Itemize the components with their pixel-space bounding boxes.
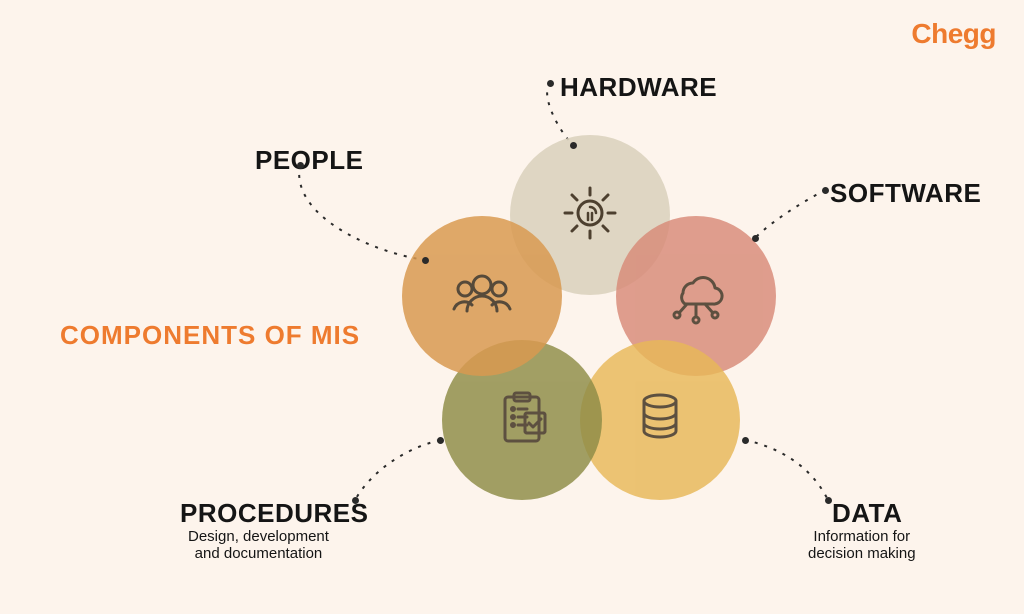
data-connector-dot-0 bbox=[742, 437, 749, 444]
software-connector-dot-0 bbox=[822, 187, 829, 194]
clipboard-icon bbox=[487, 383, 557, 458]
data-connector bbox=[745, 440, 828, 500]
diagram-canvas: Chegg COMPONENTS OF MIS HARDWARESOFTWARE… bbox=[0, 0, 1024, 614]
procedures-connector bbox=[355, 440, 440, 500]
software-connector bbox=[755, 190, 825, 238]
database-icon bbox=[625, 383, 695, 458]
procedures-connector-dot-1 bbox=[352, 497, 359, 504]
gear-icon bbox=[555, 178, 625, 253]
people-connector bbox=[299, 165, 425, 260]
hardware-connector-dot-1 bbox=[570, 142, 577, 149]
data-connector-dot-1 bbox=[825, 497, 832, 504]
hardware-connector-dot-0 bbox=[547, 80, 554, 87]
data-sublabel: Information fordecision making bbox=[808, 528, 916, 562]
hardware-label: HARDWARE bbox=[560, 72, 717, 103]
people-label: PEOPLE bbox=[255, 145, 363, 176]
cloud-icon bbox=[661, 259, 731, 334]
procedures-label: PROCEDURES bbox=[180, 498, 368, 529]
people-circle bbox=[402, 216, 562, 376]
people-icon bbox=[447, 259, 517, 334]
software-label: SOFTWARE bbox=[830, 178, 981, 209]
data-label: DATA bbox=[832, 498, 902, 529]
procedures-connector-dot-0 bbox=[437, 437, 444, 444]
people-connector-dot-1 bbox=[422, 257, 429, 264]
people-connector-dot-0 bbox=[297, 162, 304, 169]
procedures-sublabel: Design, developmentand documentation bbox=[188, 528, 329, 562]
data-circle bbox=[580, 340, 740, 500]
software-connector-dot-1 bbox=[752, 235, 759, 242]
